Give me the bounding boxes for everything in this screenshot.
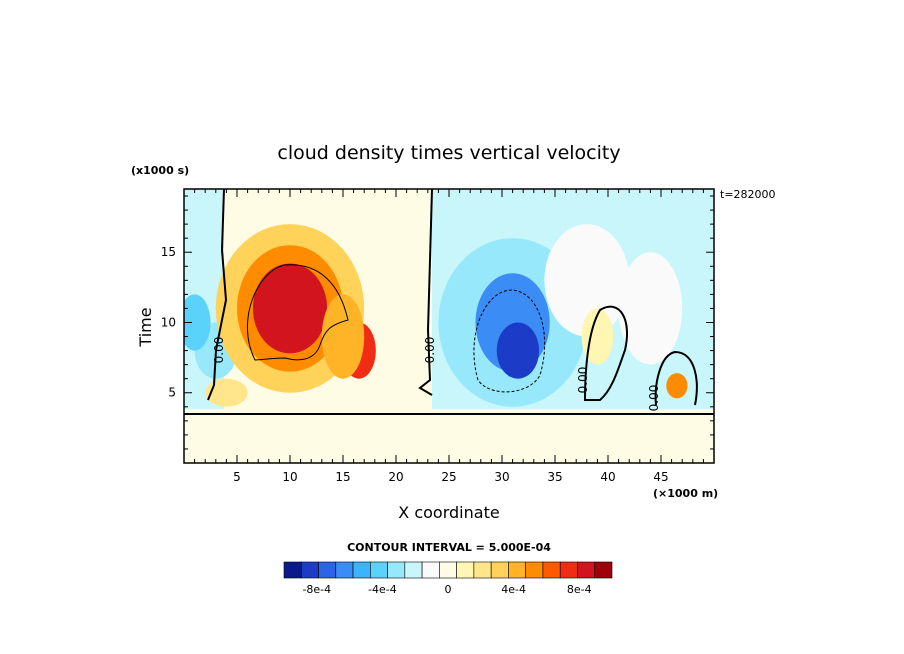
colorbar-swatch-5	[370, 561, 388, 579]
colorbar-tick-label-2: 0	[445, 583, 452, 596]
x-tick-label-5: 5	[233, 470, 241, 484]
zero-contour-right-2	[654, 350, 698, 406]
contour-label-3: 0.00	[576, 367, 590, 394]
colorbar-swatch-14	[525, 561, 544, 579]
colorbar: -8e-4 -4e-4 0 4e-4 8e-4	[283, 561, 613, 596]
colorbar-swatch-10	[456, 561, 475, 579]
negative-contour	[473, 289, 546, 393]
x-axis-label: X coordinate	[398, 503, 499, 522]
colorbar-swatch-11	[473, 561, 492, 579]
x-tick-label-15: 15	[335, 470, 350, 484]
colorbar-tick-label-1: -4e-4	[368, 583, 397, 596]
x-tick-label-35: 35	[547, 470, 562, 484]
zero-contour-left	[207, 189, 228, 401]
x-tick-label-20: 20	[388, 470, 403, 484]
chart-title: cloud density times vertical velocity	[277, 142, 620, 164]
heat-cell-10	[496, 322, 540, 379]
colorbar-tick-label-4: 8e-4	[567, 583, 592, 596]
axis-ticks-layer: 5 10 15 20 25 30 35 40 45 5 10 15	[161, 189, 714, 484]
colorbar-tick-label-0: -8e-4	[302, 583, 331, 596]
colorbar-swatch-4	[352, 561, 371, 579]
heat-cell-11	[544, 224, 630, 337]
contour-label-2: 0.00	[423, 337, 437, 364]
colorbar-swatch-6	[387, 561, 406, 579]
heat-cells-layer	[184, 224, 688, 407]
heat-cell-2	[205, 378, 248, 407]
x-tick-label-45: 45	[653, 470, 668, 484]
colorbar-swatch-16	[559, 561, 578, 579]
colorbar-swatch-1	[300, 561, 319, 579]
colorbar-swatch-0	[283, 561, 302, 579]
colorbar-swatch-18	[594, 561, 613, 579]
y-axis-label: Time	[136, 307, 155, 347]
contour-label-1: 0.00	[212, 337, 226, 364]
heat-cell-7	[321, 294, 365, 379]
x-tick-label-30: 30	[494, 470, 509, 484]
colorbar-swatch-12	[490, 561, 509, 579]
heat-cell-14	[666, 373, 688, 399]
colorbar-swatch-17	[577, 561, 596, 579]
positive-contour	[246, 264, 349, 361]
colorbar-swatch-13	[508, 561, 526, 579]
colorbar-swatch-7	[404, 561, 423, 579]
heat-cell-12	[618, 252, 683, 365]
y-tick-label-10: 10	[161, 315, 176, 329]
zero-contour-mid	[418, 189, 433, 396]
y-unit-label: (x1000 s)	[131, 164, 189, 177]
colorbar-tick-label-3: 4e-4	[501, 583, 526, 596]
y-tick-label-5: 5	[168, 386, 176, 400]
x-tick-label-25: 25	[441, 470, 456, 484]
heat-cell-1	[184, 294, 211, 351]
heat-cell-5	[252, 263, 328, 354]
colorbar-swatch-3	[335, 561, 354, 579]
x-unit-label: (×1000 m)	[653, 487, 718, 500]
x-tick-label-40: 40	[600, 470, 615, 484]
y-tick-label-15: 15	[161, 245, 176, 259]
contour-interval-label: CONTOUR INTERVAL = 5.000E-04	[347, 541, 551, 554]
colorbar-swatch-15	[542, 561, 561, 579]
heat-cell-13	[581, 308, 614, 365]
timestamp-label: t=282000	[720, 188, 776, 201]
contour-label-4: 0.00	[647, 385, 661, 412]
colorbar-swatch-2	[318, 561, 337, 579]
zero-contour-right-1	[583, 305, 628, 401]
colorbar-swatch-9	[439, 561, 457, 579]
colorbar-swatch-8	[421, 561, 440, 579]
x-tick-label-10: 10	[282, 470, 297, 484]
